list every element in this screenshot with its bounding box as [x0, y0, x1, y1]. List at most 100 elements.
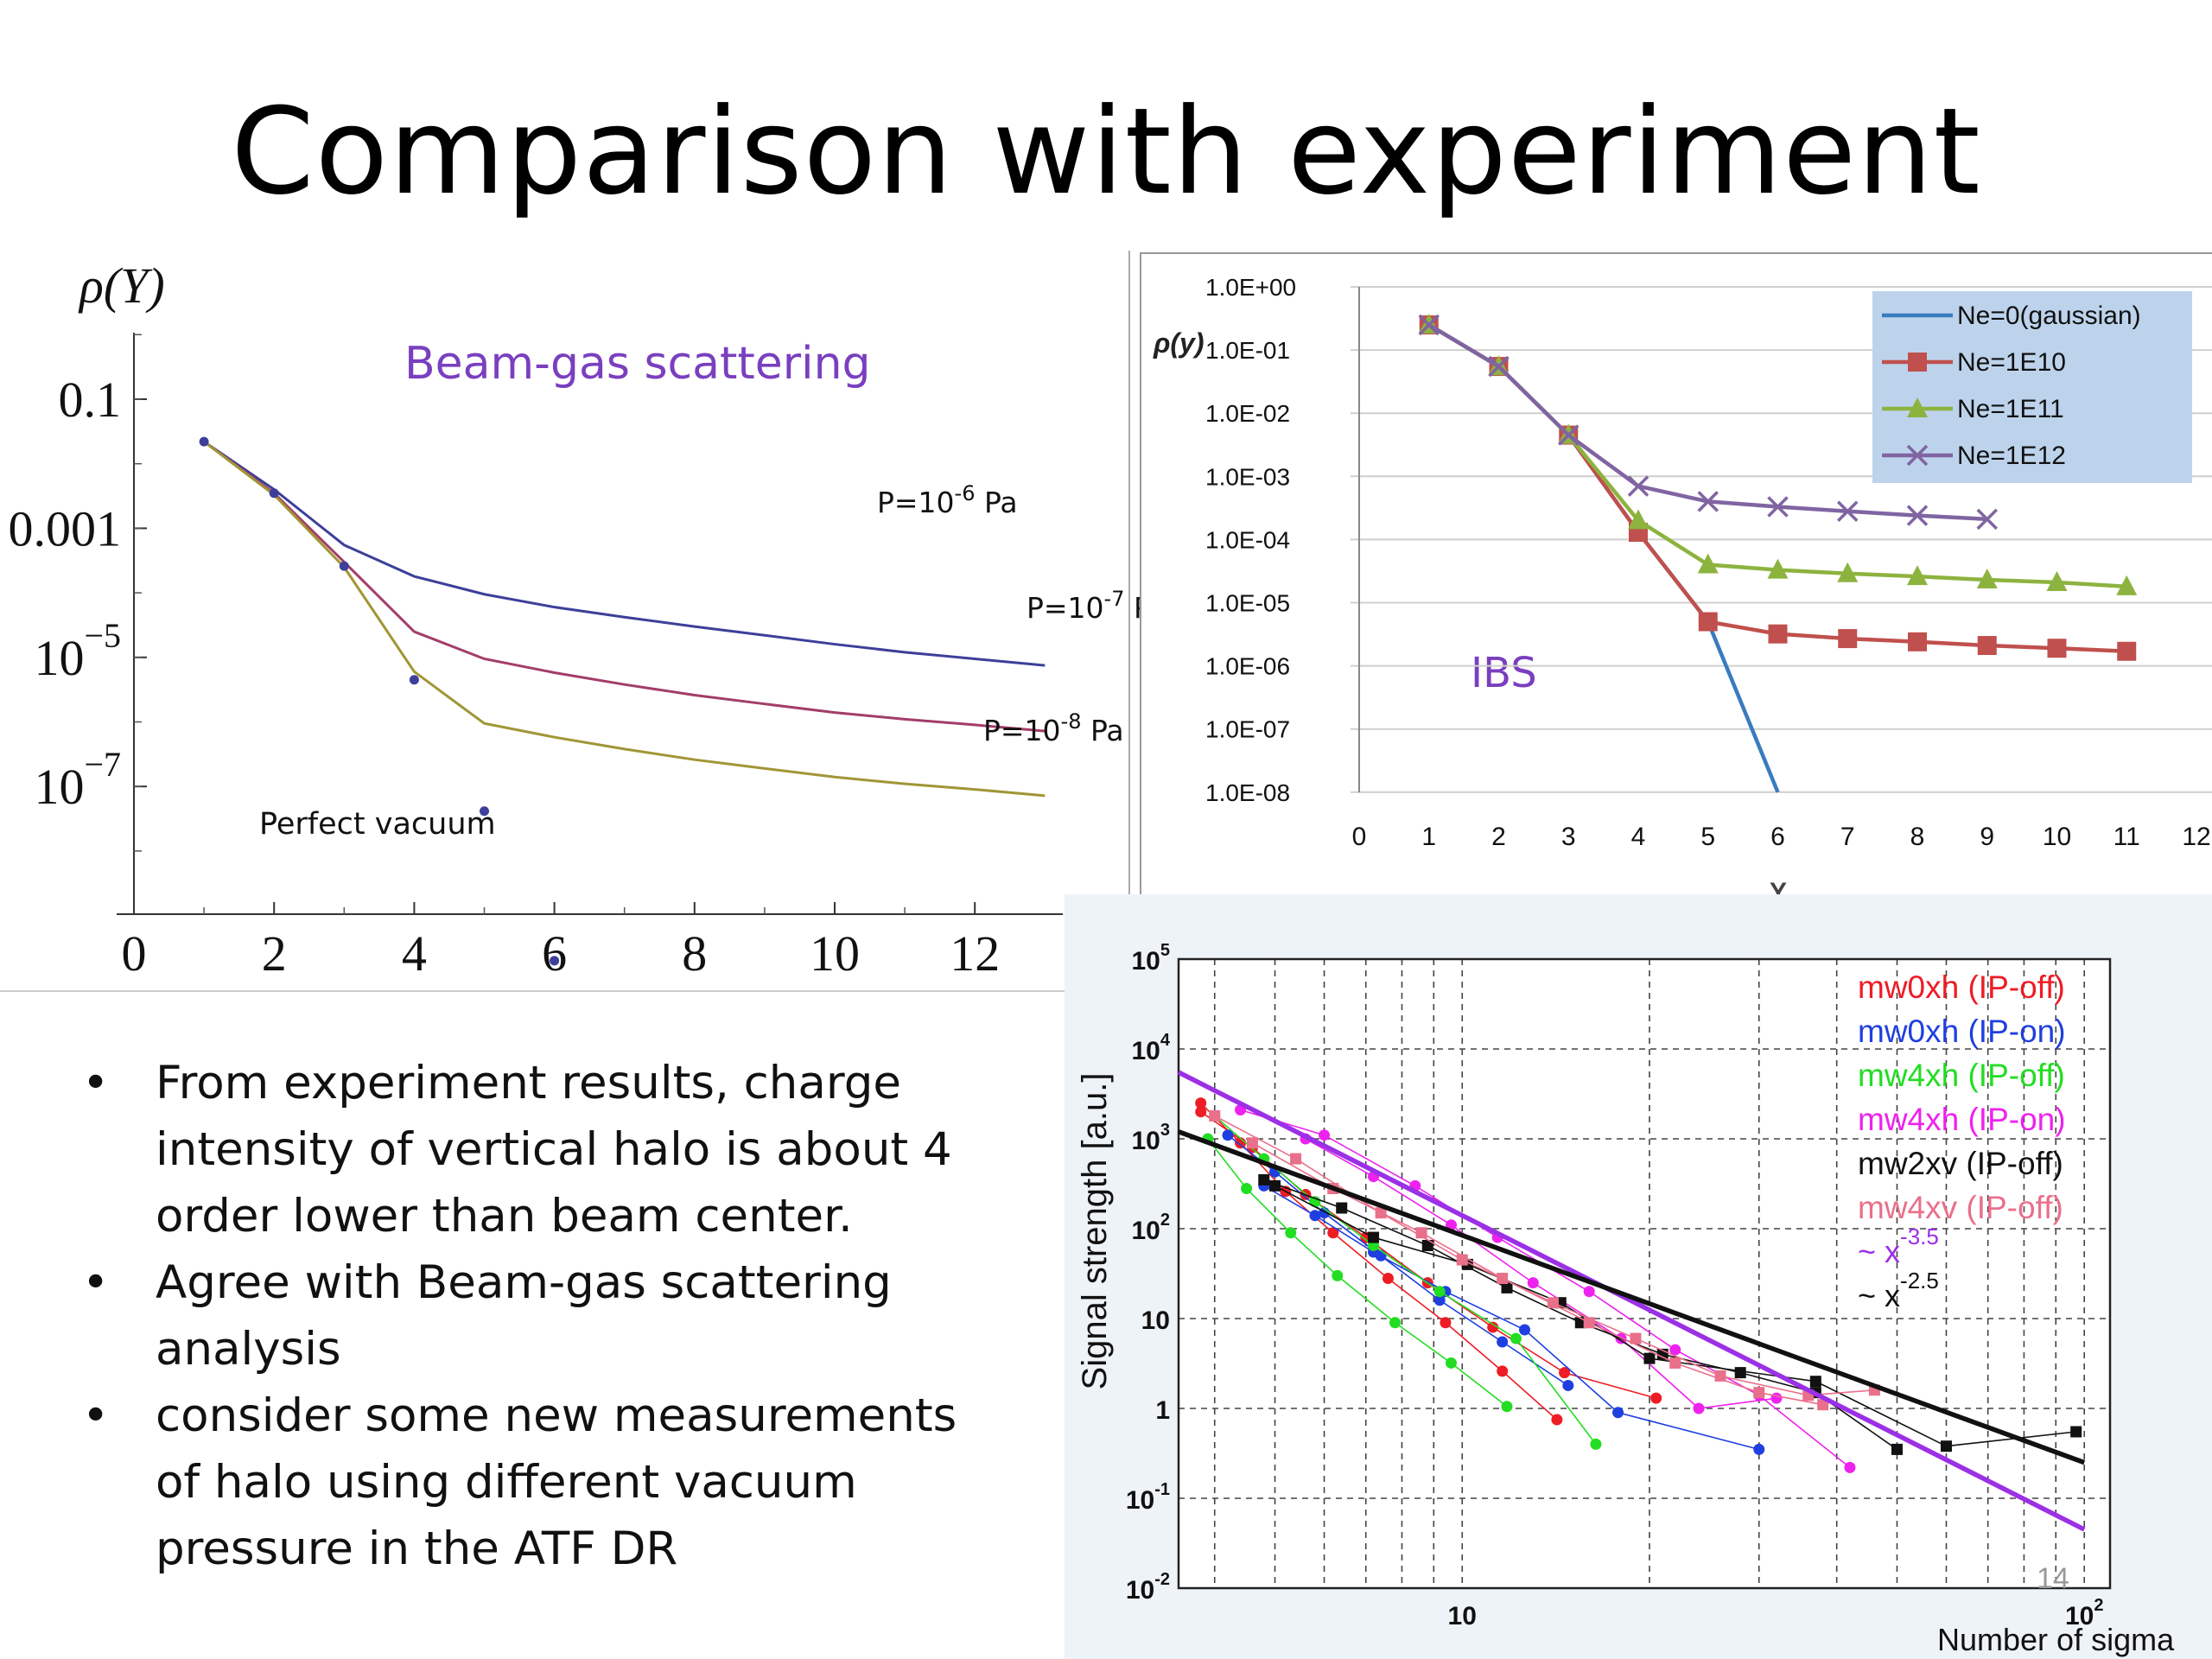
data-marker — [1519, 1324, 1531, 1336]
data-marker — [1630, 1332, 1642, 1344]
y-tick-label: 1.0E-08 — [1205, 779, 1290, 806]
data-marker — [1246, 1137, 1258, 1149]
legend-label: ~ x-2.5 — [1858, 1268, 1939, 1313]
data-marker — [1940, 1440, 1952, 1452]
y-tick-label: 1.0E-04 — [1205, 526, 1290, 553]
data-marker — [1433, 1286, 1446, 1298]
x-tick-label: 7 — [1840, 823, 1855, 851]
y-tick-label: 1.0E+00 — [1205, 274, 1296, 301]
data-marker — [1907, 565, 1928, 586]
ibs-chart: ρ(y) Y IBS 1.0E+001.0E-011.0E-021.0E-031… — [1140, 252, 2212, 919]
data-marker — [2047, 639, 2067, 658]
data-marker — [1269, 1179, 1281, 1192]
data-marker — [1527, 1277, 1539, 1289]
data-marker — [2116, 575, 2138, 595]
fit-line — [1178, 1129, 2086, 1465]
data-marker — [1336, 1202, 1348, 1214]
data-marker — [1558, 424, 1580, 446]
data-marker — [1382, 1272, 1394, 1284]
y-tick-label: 1 — [1155, 1396, 1170, 1425]
data-marker — [1590, 1438, 1602, 1450]
data-point — [480, 806, 489, 817]
x-tick-label: 12 — [950, 925, 1000, 976]
x-tick-label: 2 — [262, 925, 287, 976]
signal-strength-chart: Signal strength [a.u.] Number of sigma 1… — [1065, 894, 2212, 1659]
series-line — [203, 440, 1046, 667]
data-marker — [1693, 1402, 1705, 1414]
y-tick-label: 1.0E-02 — [1205, 400, 1290, 427]
data-marker — [1551, 1414, 1563, 1426]
data-marker — [1844, 1461, 1856, 1473]
data-marker — [1445, 1357, 1457, 1369]
data-marker — [1908, 632, 1927, 652]
y-tick-label: 103 — [1132, 1121, 1171, 1155]
series-label: P=10-7 Pa — [1027, 587, 1141, 625]
data-marker — [1976, 569, 1998, 589]
bullet-item: From experiment results, charge intensit… — [82, 1050, 998, 1249]
y-tick-label: 0.001 — [9, 500, 122, 556]
y-tick-label: 104 — [1132, 1031, 1171, 1065]
data-marker — [1906, 505, 1929, 526]
data-marker — [1309, 1210, 1321, 1222]
data-marker — [1809, 1376, 1821, 1388]
y-tick-label: 102 — [1132, 1211, 1171, 1245]
legend-box — [1872, 291, 2192, 483]
data-marker — [2070, 1426, 2082, 1438]
data-marker — [1501, 1281, 1513, 1294]
legend-label: Ne=0(gaussian) — [1957, 302, 2141, 330]
legend-label: Ne=1E10 — [1957, 348, 2066, 377]
data-marker — [1838, 629, 1858, 649]
data-marker — [1332, 1269, 1344, 1281]
data-marker — [1222, 1129, 1234, 1141]
data-marker — [1976, 508, 1998, 531]
data-marker — [1650, 1392, 1662, 1404]
data-point — [339, 561, 349, 571]
x-tick-label: 4 — [1631, 823, 1646, 851]
plot-frame — [1177, 957, 2112, 1590]
data-point — [550, 956, 560, 966]
plot-area — [1179, 959, 2110, 1588]
series-label: Perfect vacuum — [259, 807, 496, 842]
data-marker — [1415, 1227, 1427, 1239]
data-marker — [1433, 1294, 1446, 1306]
x-tick-label: 5 — [1700, 823, 1715, 851]
x-tick-label: 9 — [1980, 823, 1994, 851]
legend-label: mw0xh (IP-on) — [1858, 1014, 2066, 1049]
data-marker — [1628, 509, 1649, 530]
x-tick-label: 3 — [1561, 823, 1576, 851]
y-tick-label: 1.0E-01 — [1205, 337, 1290, 364]
x-tick-label: 11 — [2113, 823, 2140, 851]
legend-label: Ne=1E11 — [1957, 395, 2064, 423]
data-marker — [1421, 1239, 1433, 1251]
y-tick-label: 1.0E-05 — [1205, 590, 1290, 617]
data-marker — [1241, 1182, 1253, 1194]
legend-label: mw0xh (IP-off) — [1858, 969, 2065, 1005]
series-label: P=10-8 Pa — [983, 709, 1124, 747]
data-marker — [1627, 475, 1649, 497]
x-tick-label: 10 — [1448, 1602, 1477, 1630]
data-marker — [1837, 500, 1859, 522]
x-tick-label: 0 — [1352, 823, 1367, 851]
x-tick-label: 102 — [2065, 1596, 2104, 1630]
y-tick-label: 0.1 — [59, 372, 122, 428]
data-marker — [1891, 1443, 1903, 1455]
legend-label: mw4xh (IP-on) — [1858, 1102, 2066, 1137]
data-marker — [1583, 1286, 1595, 1298]
data-marker — [1487, 1321, 1499, 1333]
y-tick-label: 10−7 — [34, 745, 121, 815]
data-marker — [1368, 1231, 1380, 1243]
data-marker — [1319, 1129, 1331, 1141]
data-marker — [1767, 558, 1789, 579]
x-tick-label: 1 — [1421, 823, 1436, 851]
x-tick-label: 10 — [810, 925, 860, 976]
x-tick-label: 8 — [682, 925, 707, 976]
data-marker — [1285, 1227, 1297, 1239]
y-axis-label: ρ(y) — [1153, 327, 1204, 359]
data-marker — [1817, 1399, 1829, 1411]
legend-label: Ne=1E12 — [1957, 442, 2066, 470]
y-tick-label: 105 — [1132, 941, 1171, 976]
x-tick-label: 8 — [1910, 823, 1925, 851]
data-marker — [1497, 1336, 1509, 1348]
data-marker — [1669, 1344, 1681, 1356]
legend-marker — [1908, 353, 1927, 372]
